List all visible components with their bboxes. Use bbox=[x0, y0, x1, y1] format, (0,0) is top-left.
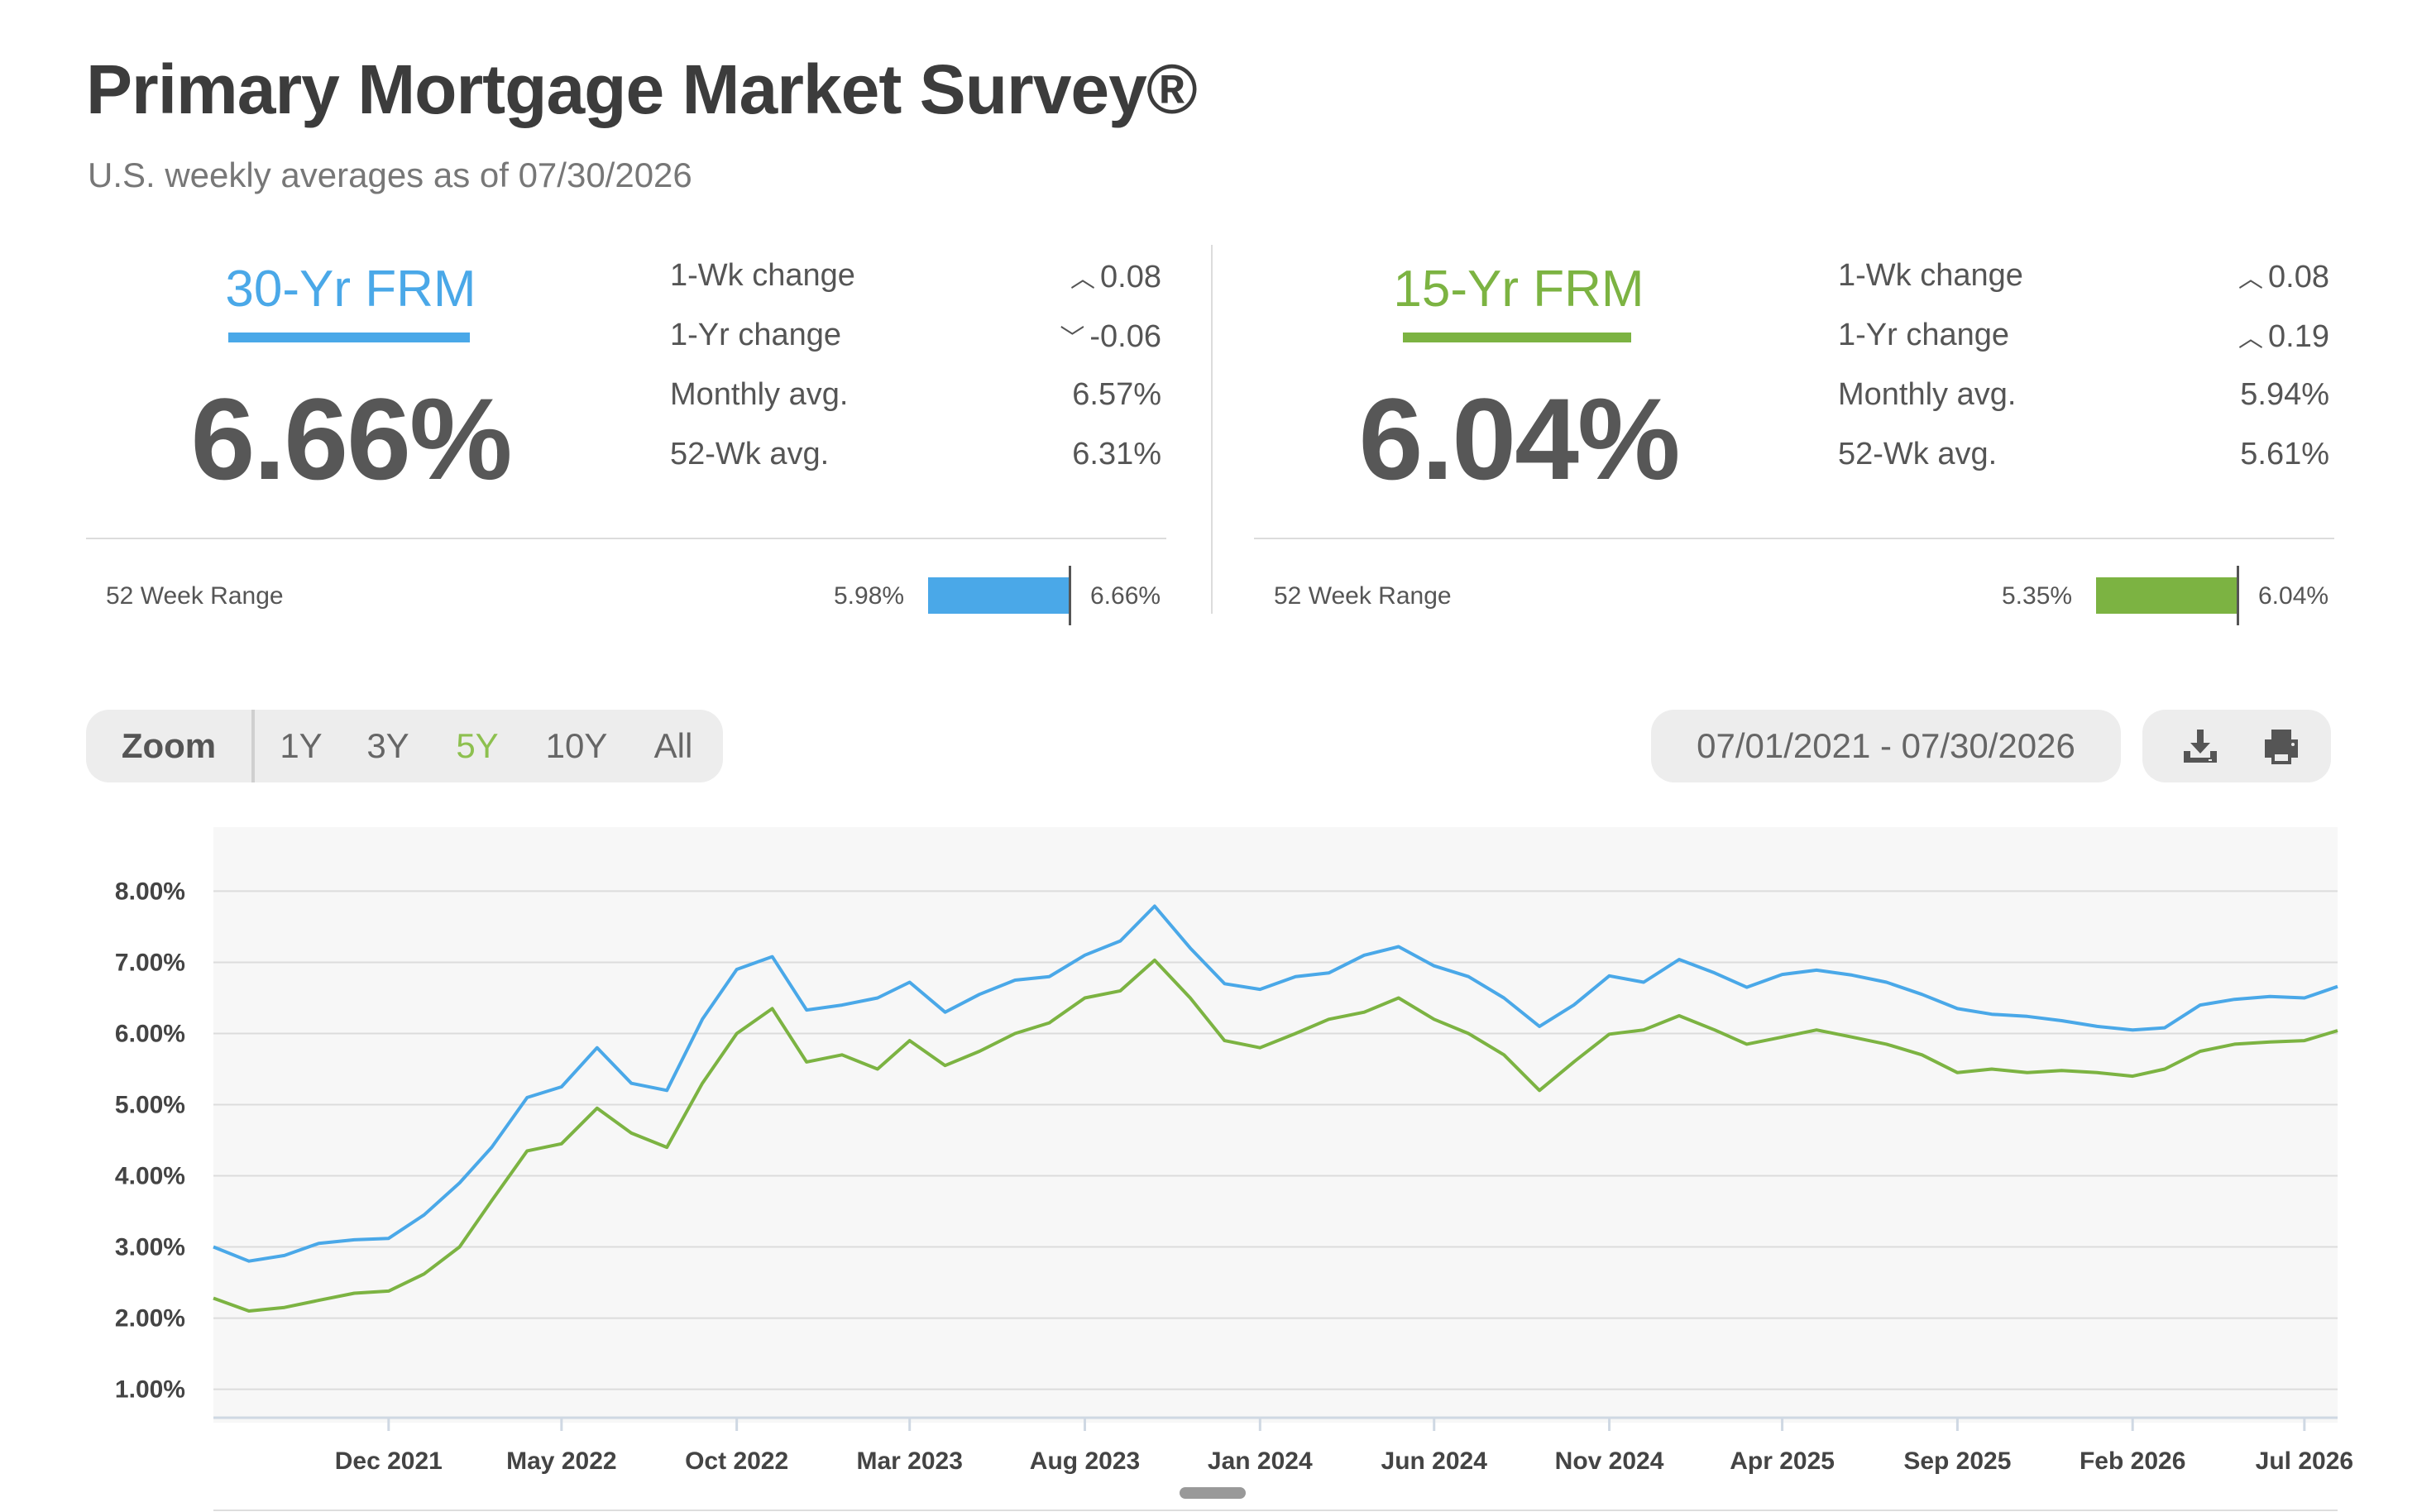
rate-value-30yr: 6.66% bbox=[190, 374, 513, 504]
rate-underline-15yr bbox=[1403, 333, 1631, 342]
page-title: Primary Mortgage Market Survey® bbox=[86, 50, 1198, 128]
rate-name-30yr: 30-Yr FRM bbox=[225, 261, 476, 318]
stat-label-monthly-30yr: Monthly avg. bbox=[670, 377, 849, 412]
divider bbox=[1254, 538, 2334, 539]
page-subtitle: U.S. weekly averages as of 07/30/2026 bbox=[88, 156, 692, 194]
range-bar-15yr bbox=[2096, 577, 2238, 614]
zoom-3y-button[interactable]: 3Y bbox=[366, 726, 409, 765]
x-tick-label: Dec 2021 bbox=[335, 1447, 443, 1475]
rate-value-15yr: 6.04% bbox=[1358, 374, 1681, 504]
range-marker-15yr bbox=[2237, 566, 2239, 625]
stat-label-1wk-30yr: 1-Wk change bbox=[670, 258, 855, 293]
series-line-15-yr-frm[interactable] bbox=[213, 958, 2338, 1313]
arrow-down-icon: ﹀ bbox=[1060, 325, 1085, 352]
chart-tools bbox=[2142, 710, 2331, 782]
print-icon[interactable] bbox=[2261, 726, 2301, 766]
x-tick-label: Jan 2024 bbox=[1208, 1447, 1313, 1475]
range-low-30yr: 5.98% bbox=[834, 582, 905, 610]
arrow-up-icon: ︿ bbox=[1070, 266, 1096, 293]
y-tick-label: 4.00% bbox=[115, 1163, 185, 1190]
stat-value-52wk-30yr: 6.31% bbox=[1072, 437, 1161, 471]
stat-label-1yr-15yr: 1-Yr change bbox=[1838, 318, 2010, 352]
y-axis: 8.00% 7.00% 6.00% 5.00% 4.00% 3.00% 2.00% 1.00% bbox=[115, 878, 185, 1403]
range-high-30yr: 6.66% bbox=[1090, 582, 1161, 610]
stat-value-52wk-15yr: 5.61% bbox=[2240, 437, 2329, 471]
stat-value-monthly-30yr: 6.57% bbox=[1072, 377, 1161, 412]
y-tick-label: 6.00% bbox=[115, 1020, 185, 1047]
series-line-30-yr-frm[interactable] bbox=[213, 904, 2338, 1263]
stat-label-52wk-15yr: 52-Wk avg. bbox=[1838, 437, 1998, 471]
rate-panel-30yr: 30-Yr FRM 6.66% 1-Wk change ︿ 0.08 1-Yr c… bbox=[86, 240, 1166, 629]
stat-label-1wk-15yr: 1-Wk change bbox=[1838, 258, 2023, 293]
y-tick-label: 8.00% bbox=[115, 878, 185, 905]
y-tick-label: 3.00% bbox=[115, 1234, 185, 1261]
arrow-up-icon: ︿ bbox=[2238, 325, 2264, 352]
rate-panel-15yr: 15-Yr FRM 6.04% 1-Wk change ︿ 0.08 1-Yr c… bbox=[1254, 240, 2334, 629]
stat-value-1yr-15yr: ︿ 0.19 bbox=[2238, 319, 2329, 354]
range-label-30yr: 52 Week Range bbox=[106, 582, 284, 610]
stat-value-1wk-30yr: ︿ 0.08 bbox=[1070, 260, 1161, 294]
x-tick-label: Mar 2023 bbox=[856, 1447, 962, 1475]
zoom-1y-button[interactable]: 1Y bbox=[280, 726, 323, 765]
x-tick-label: Sep 2025 bbox=[1903, 1447, 2011, 1475]
stat-value-monthly-15yr: 5.94% bbox=[2240, 377, 2329, 412]
y-tick-label: 2.00% bbox=[115, 1305, 185, 1333]
scroll-handle[interactable] bbox=[1180, 1487, 1246, 1499]
zoom-5y-button[interactable]: 5Y bbox=[456, 726, 499, 765]
chart-series bbox=[213, 904, 2338, 1313]
rate-name-15yr: 15-Yr FRM bbox=[1393, 261, 1644, 318]
stat-value-1yr-30yr: ﹀ -0.06 bbox=[1060, 319, 1161, 354]
range-marker-30yr bbox=[1069, 566, 1071, 625]
y-tick-label: 5.00% bbox=[115, 1091, 185, 1118]
x-axis: Dec 2021 May 2022 Oct 2022 Mar 2023 Aug 2023… bbox=[335, 1418, 2353, 1475]
plot-background bbox=[213, 827, 2338, 1423]
x-tick-label: May 2022 bbox=[506, 1447, 616, 1475]
range-low-15yr: 5.35% bbox=[2002, 582, 2073, 610]
stat-value-1wk-15yr: ︿ 0.08 bbox=[2238, 260, 2329, 294]
mortgage-rate-chart: 8.00% 7.00% 6.00% 5.00% 4.00% 3.00% 2.00% 1.00%… bbox=[115, 827, 2353, 1511]
zoom-label: Zoom bbox=[86, 710, 255, 782]
x-tick-label: Oct 2022 bbox=[685, 1447, 788, 1475]
range-high-15yr: 6.04% bbox=[2258, 582, 2329, 610]
x-tick-label: Feb 2026 bbox=[2080, 1447, 2185, 1475]
range-label-15yr: 52 Week Range bbox=[1274, 582, 1452, 610]
y-tick-label: 7.00% bbox=[115, 949, 185, 976]
x-tick-label: Aug 2023 bbox=[1030, 1447, 1140, 1475]
stat-label-1yr-30yr: 1-Yr change bbox=[670, 318, 842, 352]
rate-underline-30yr bbox=[228, 333, 470, 342]
x-tick-label: Jun 2024 bbox=[1381, 1447, 1488, 1475]
x-tick-label: Apr 2025 bbox=[1730, 1447, 1835, 1475]
date-range-picker[interactable]: 07/01/2021 - 07/30/2026 bbox=[1651, 710, 2121, 782]
grid-lines bbox=[213, 890, 2338, 1390]
divider bbox=[86, 538, 1166, 539]
arrow-up-icon: ︿ bbox=[2238, 266, 2264, 293]
range-bar-30yr bbox=[928, 577, 1070, 614]
x-tick-label: Jul 2026 bbox=[2256, 1447, 2353, 1475]
zoom-control: Zoom 1Y 3Y 5Y 10Y All bbox=[86, 710, 723, 782]
stat-label-52wk-30yr: 52-Wk avg. bbox=[670, 437, 830, 471]
x-tick-label: Nov 2024 bbox=[1555, 1447, 1664, 1475]
panel-divider bbox=[1211, 245, 1213, 614]
download-icon[interactable] bbox=[2180, 726, 2220, 766]
zoom-all-button[interactable]: All bbox=[653, 726, 693, 765]
zoom-10y-button[interactable]: 10Y bbox=[545, 726, 608, 765]
stat-label-monthly-15yr: Monthly avg. bbox=[1838, 377, 2017, 412]
y-tick-label: 1.00% bbox=[115, 1376, 185, 1404]
